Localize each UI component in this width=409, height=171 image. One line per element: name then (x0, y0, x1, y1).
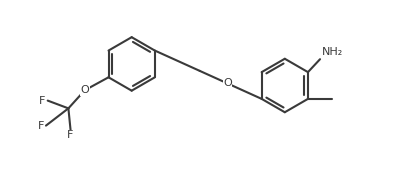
Text: O: O (222, 78, 231, 88)
Text: F: F (38, 121, 44, 131)
Text: NH₂: NH₂ (321, 48, 343, 57)
Text: F: F (39, 96, 45, 106)
Text: O: O (80, 85, 89, 95)
Text: F: F (67, 130, 74, 140)
